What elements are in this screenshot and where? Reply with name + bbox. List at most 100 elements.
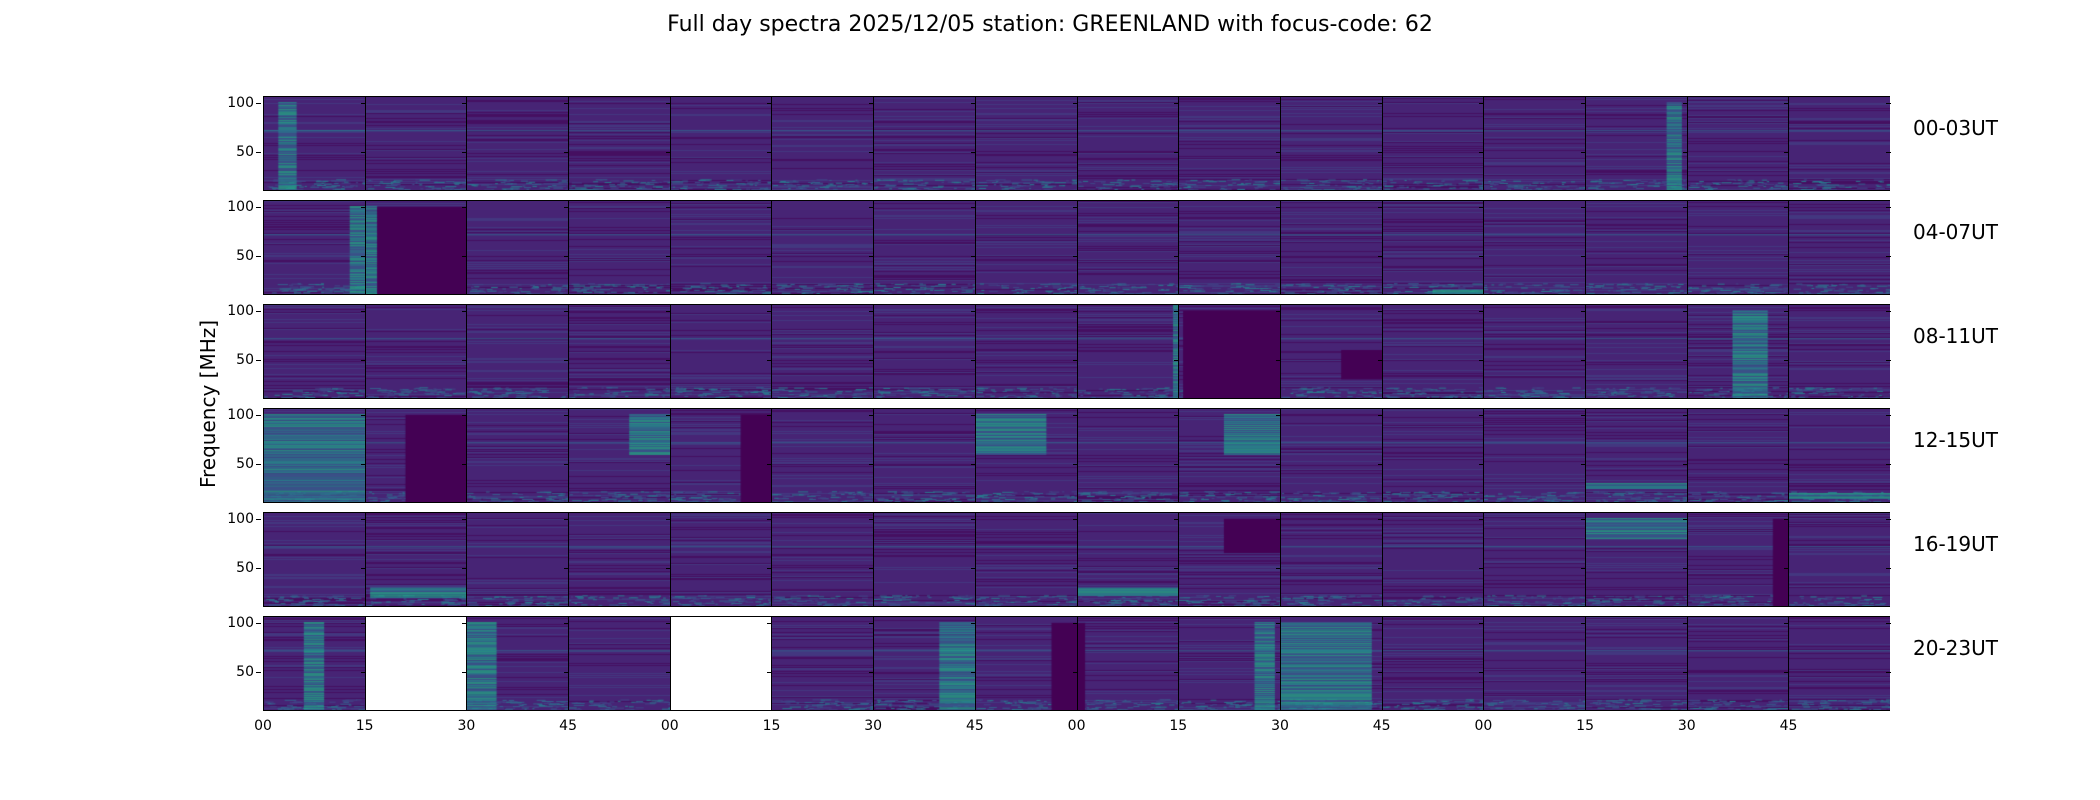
spectrogram-panel bbox=[771, 304, 875, 399]
y-tick-mark bbox=[1377, 102, 1383, 104]
y-tick-mark bbox=[1580, 567, 1586, 569]
spectrogram-image bbox=[1788, 304, 1890, 399]
y-tick-mark bbox=[767, 310, 773, 312]
x-tick-label: 00 bbox=[1474, 718, 1493, 734]
spectrogram-panel bbox=[1584, 304, 1688, 399]
y-tick-mark bbox=[767, 414, 773, 416]
spectrogram-image bbox=[873, 304, 975, 399]
y-tick-mark bbox=[1682, 518, 1688, 520]
panel-frame bbox=[364, 616, 467, 711]
x-tick-label: 15 bbox=[355, 718, 374, 734]
spectrogram-image bbox=[364, 512, 467, 607]
y-tick-mark bbox=[767, 622, 773, 624]
y-tick-mark bbox=[1682, 151, 1688, 153]
y-tick-mark bbox=[1886, 359, 1891, 361]
y-tick-label: 50 bbox=[236, 664, 263, 680]
y-tick-mark bbox=[1072, 206, 1078, 208]
y-tick-mark bbox=[1682, 255, 1688, 257]
spectrogram-panel bbox=[1483, 304, 1586, 399]
spectrogram-panel bbox=[1381, 200, 1485, 295]
y-tick-mark bbox=[1580, 518, 1586, 520]
spectrogram-panel bbox=[669, 96, 773, 191]
spectrogram-panel: 50 100 bbox=[227, 407, 366, 503]
spectrogram-panel bbox=[568, 96, 671, 191]
y-tick-mark bbox=[1072, 622, 1078, 624]
y-tick-label: 100 bbox=[227, 199, 263, 215]
spectrogram-panel bbox=[1178, 616, 1281, 711]
spectrogram-image bbox=[1076, 512, 1179, 607]
y-tick-mark bbox=[869, 463, 875, 465]
spectrogram-panel bbox=[974, 304, 1078, 399]
y-tick-mark bbox=[462, 622, 468, 624]
y-tick-mark bbox=[1784, 206, 1790, 208]
spectra-row: 50 100 00-03UT bbox=[227, 95, 1998, 191]
y-tick-mark bbox=[1479, 622, 1485, 624]
y-tick-mark bbox=[869, 102, 875, 104]
spectrogram-panel bbox=[466, 408, 570, 503]
spectrogram-image bbox=[1483, 616, 1585, 711]
y-tick-mark bbox=[1174, 671, 1180, 673]
y-tick-mark bbox=[1275, 255, 1281, 257]
x-tick-label: 15 bbox=[762, 718, 781, 734]
spectrogram-panel bbox=[1483, 512, 1586, 607]
y-tick-mark bbox=[1682, 414, 1688, 416]
spectrogram-panel bbox=[568, 200, 671, 295]
y-tick-label: 100 bbox=[227, 407, 263, 423]
y-tick-mark bbox=[869, 310, 875, 312]
spectrogram-image bbox=[1686, 616, 1789, 711]
y-tick-mark bbox=[1275, 622, 1281, 624]
spectrogram-image bbox=[466, 96, 569, 191]
y-tick-mark bbox=[970, 310, 976, 312]
y-tick-mark bbox=[1377, 255, 1383, 257]
spectrogram-panel bbox=[1381, 616, 1485, 711]
spectrogram-image bbox=[1381, 304, 1484, 399]
spectrogram-image bbox=[1788, 512, 1890, 607]
y-tick-mark bbox=[1275, 310, 1281, 312]
spectrogram-panel bbox=[466, 96, 570, 191]
spectrogram-image bbox=[974, 304, 1077, 399]
x-tick-label: 15 bbox=[1576, 718, 1595, 734]
y-tick-mark bbox=[360, 671, 366, 673]
y-tick-mark bbox=[1174, 255, 1180, 257]
spectrogram-panel bbox=[873, 96, 976, 191]
spectrogram-image bbox=[1076, 96, 1179, 191]
spectrogram-panel bbox=[1686, 512, 1790, 607]
spectrogram-panel bbox=[1788, 408, 1891, 503]
spectrogram-image bbox=[263, 408, 365, 503]
y-tick-mark bbox=[1479, 414, 1485, 416]
spectrogram-image bbox=[364, 200, 467, 295]
spectrogram-image bbox=[669, 304, 772, 399]
y-tick-mark bbox=[1275, 206, 1281, 208]
y-tick-mark bbox=[767, 255, 773, 257]
spectrogram-panel bbox=[1483, 96, 1586, 191]
spectrogram-image bbox=[364, 96, 467, 191]
x-tick-label: 00 bbox=[660, 718, 679, 734]
y-tick-mark bbox=[360, 359, 366, 361]
y-tick-mark bbox=[1377, 518, 1383, 520]
y-tick-mark bbox=[1784, 414, 1790, 416]
y-tick-mark bbox=[1479, 359, 1485, 361]
spectrogram-panel bbox=[771, 96, 875, 191]
spectrogram-panel bbox=[364, 408, 468, 503]
y-tick-label: 100 bbox=[227, 511, 263, 527]
spectrogram-panel bbox=[1584, 200, 1688, 295]
row-time-label: 20-23UT bbox=[1913, 636, 1998, 660]
spectrogram-image bbox=[669, 408, 772, 503]
y-tick-mark bbox=[665, 567, 671, 569]
y-tick-mark bbox=[970, 671, 976, 673]
y-tick-mark bbox=[462, 567, 468, 569]
spectrogram-image bbox=[1788, 408, 1890, 503]
spectrogram-panel bbox=[669, 200, 773, 295]
spectrogram-image bbox=[1584, 616, 1687, 711]
x-tick-label: 30 bbox=[1271, 718, 1289, 734]
spectrogram-image bbox=[1686, 96, 1789, 191]
y-tick-mark bbox=[1479, 206, 1485, 208]
y-tick-mark bbox=[564, 206, 570, 208]
y-tick-mark bbox=[360, 102, 366, 104]
y-tick-mark bbox=[1682, 671, 1688, 673]
spectrogram-image bbox=[1178, 200, 1280, 295]
spectrogram-panel bbox=[1788, 512, 1891, 607]
y-tick-mark bbox=[869, 518, 875, 520]
y-tick-mark bbox=[970, 102, 976, 104]
y-tick-mark bbox=[1886, 151, 1891, 153]
